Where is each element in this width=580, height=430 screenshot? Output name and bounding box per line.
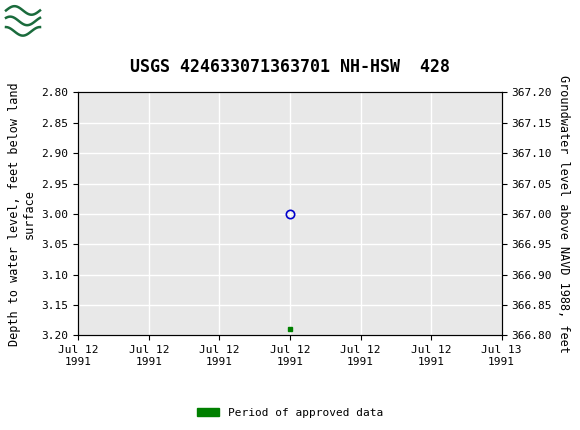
Text: USGS: USGS [48, 11, 99, 31]
FancyBboxPatch shape [4, 3, 42, 38]
Text: USGS 424633071363701 NH-HSW  428: USGS 424633071363701 NH-HSW 428 [130, 58, 450, 76]
Y-axis label: Depth to water level, feet below land
surface: Depth to water level, feet below land su… [8, 82, 36, 346]
Legend: Period of approved data: Period of approved data [193, 403, 387, 422]
Y-axis label: Groundwater level above NAVD 1988, feet: Groundwater level above NAVD 1988, feet [557, 75, 571, 353]
